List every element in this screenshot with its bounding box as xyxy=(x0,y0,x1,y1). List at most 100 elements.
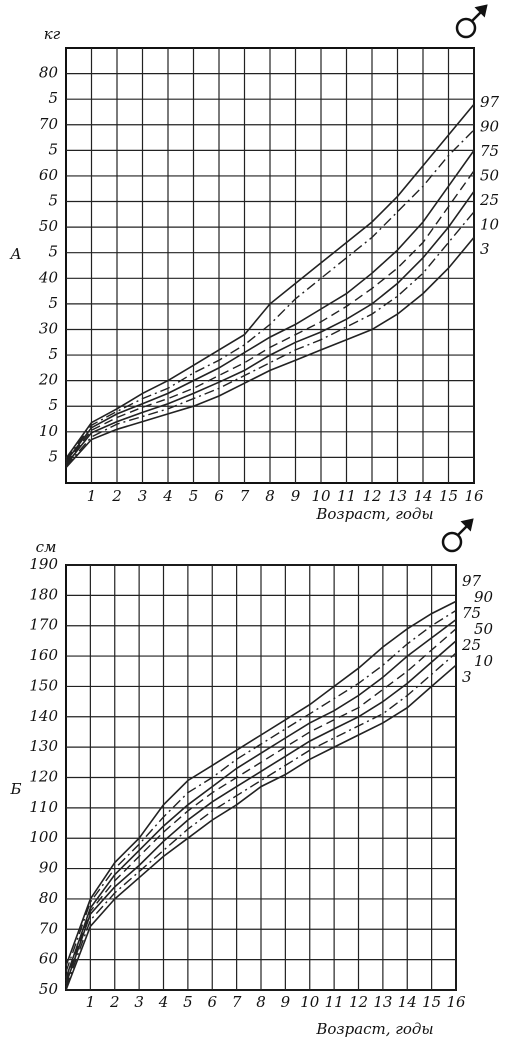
x-tick-label: 7 xyxy=(232,993,242,1011)
y-tick-label: 140 xyxy=(29,707,58,725)
x-tick-label: 14 xyxy=(413,487,432,505)
x-tick-label: 13 xyxy=(373,993,392,1011)
legend-label: 97 xyxy=(480,93,500,111)
y-tick-label: 5 xyxy=(48,396,58,414)
y-tick-label: 150 xyxy=(29,676,58,694)
male-symbol xyxy=(455,4,488,39)
x-axis-label: Возраст, годы xyxy=(315,1020,433,1038)
x-tick-label: 10 xyxy=(311,487,331,505)
y-tick-label: 100 xyxy=(29,828,58,846)
percentile-line xyxy=(65,236,475,469)
percentile-line xyxy=(65,211,475,467)
y-tick-label: 5 xyxy=(48,140,58,158)
x-tick-label: 3 xyxy=(134,993,144,1011)
x-tick-label: 2 xyxy=(111,487,122,505)
y-tick-label: 190 xyxy=(29,555,58,573)
x-tick-label: 6 xyxy=(207,993,217,1011)
x-tick-label: 14 xyxy=(398,993,417,1011)
percentile-line xyxy=(65,618,457,979)
y-tick-label: 70 xyxy=(39,919,59,937)
x-tick-label: 7 xyxy=(240,487,250,505)
y-unit-label: см xyxy=(36,538,57,556)
legend-label: 90 xyxy=(480,118,500,136)
y-tick-label: 10 xyxy=(39,422,59,440)
percentile-line xyxy=(65,640,457,985)
x-tick-label: 4 xyxy=(162,487,173,505)
percentile-line xyxy=(65,600,457,966)
legend-label: 50 xyxy=(474,620,494,638)
y-tick-label: 70 xyxy=(39,115,59,133)
percentile-line xyxy=(65,609,457,973)
legend-label: 50 xyxy=(480,167,500,185)
legend-label: 25 xyxy=(461,636,481,654)
x-tick-label: 8 xyxy=(265,487,275,505)
y-tick-label: 50 xyxy=(39,217,59,235)
x-tick-label: 6 xyxy=(214,487,224,505)
legend-label: 25 xyxy=(479,191,499,209)
y-tick-label: 60 xyxy=(39,950,59,968)
y-tick-label: 180 xyxy=(29,585,58,603)
y-tick-label: 30 xyxy=(39,319,59,337)
x-tick-label: 2 xyxy=(109,993,120,1011)
x-tick-label: 10 xyxy=(300,993,320,1011)
y-tick-label: 5 xyxy=(48,243,58,261)
legend-label: 3 xyxy=(480,240,490,258)
y-tick-label: 130 xyxy=(29,737,58,755)
x-tick-label: 16 xyxy=(464,487,484,505)
x-tick-label: 3 xyxy=(138,487,148,505)
percentile-line xyxy=(65,664,457,991)
x-axis-label: Возраст, годы xyxy=(315,505,433,523)
y-tick-label: 110 xyxy=(29,798,58,816)
y-tick-label: 20 xyxy=(38,371,59,389)
percentile-line xyxy=(65,103,475,459)
legend-label: 75 xyxy=(480,142,499,160)
chart-title: Б xyxy=(9,780,21,798)
x-tick-label: 15 xyxy=(422,993,441,1011)
y-unit-label: кг xyxy=(44,25,61,43)
x-tick-label: 16 xyxy=(446,993,466,1011)
x-tick-label: 8 xyxy=(256,993,266,1011)
percentile-line xyxy=(65,170,475,464)
x-tick-label: 12 xyxy=(349,993,368,1011)
x-tick-label: 1 xyxy=(86,993,96,1011)
x-tick-label: 9 xyxy=(291,487,301,505)
legend-label: 90 xyxy=(474,588,494,606)
y-tick-label: 5 xyxy=(48,192,58,210)
x-tick-label: 5 xyxy=(189,487,199,505)
chart-title: А xyxy=(9,245,21,263)
x-tick-label: 5 xyxy=(183,993,193,1011)
y-tick-label: 5 xyxy=(48,89,58,107)
percentile-line xyxy=(65,628,457,982)
percentile-line xyxy=(65,652,457,988)
x-tick-label: 12 xyxy=(362,487,381,505)
y-tick-label: 5 xyxy=(48,294,58,312)
y-tick-label: 160 xyxy=(29,646,58,664)
percentile-line xyxy=(65,129,475,461)
x-tick-label: 11 xyxy=(325,993,344,1011)
x-tick-label: 9 xyxy=(281,993,291,1011)
y-tick-label: 80 xyxy=(39,889,59,907)
legend-label: 3 xyxy=(462,668,472,686)
y-tick-label: 120 xyxy=(29,768,58,786)
y-tick-label: 40 xyxy=(38,268,59,286)
y-tick-label: 90 xyxy=(39,859,59,877)
y-tick-label: 60 xyxy=(39,166,59,184)
male-symbol xyxy=(441,518,474,553)
legend-label: 10 xyxy=(480,216,500,234)
legend-label: 10 xyxy=(474,652,494,670)
y-tick-label: 170 xyxy=(29,616,58,634)
x-tick-label: 4 xyxy=(158,993,169,1011)
x-tick-label: 15 xyxy=(439,487,458,505)
x-tick-label: 13 xyxy=(388,487,407,505)
legend-label: 97 xyxy=(462,572,482,590)
percentile-line xyxy=(65,190,475,466)
x-tick-label: 11 xyxy=(337,487,356,505)
percentile-line xyxy=(65,149,475,462)
legend-label: 75 xyxy=(462,604,481,622)
y-tick-label: 5 xyxy=(48,447,58,465)
y-tick-label: 50 xyxy=(39,980,59,998)
x-tick-label: 1 xyxy=(87,487,97,505)
y-tick-label: 80 xyxy=(39,64,59,82)
y-tick-label: 5 xyxy=(48,345,58,363)
